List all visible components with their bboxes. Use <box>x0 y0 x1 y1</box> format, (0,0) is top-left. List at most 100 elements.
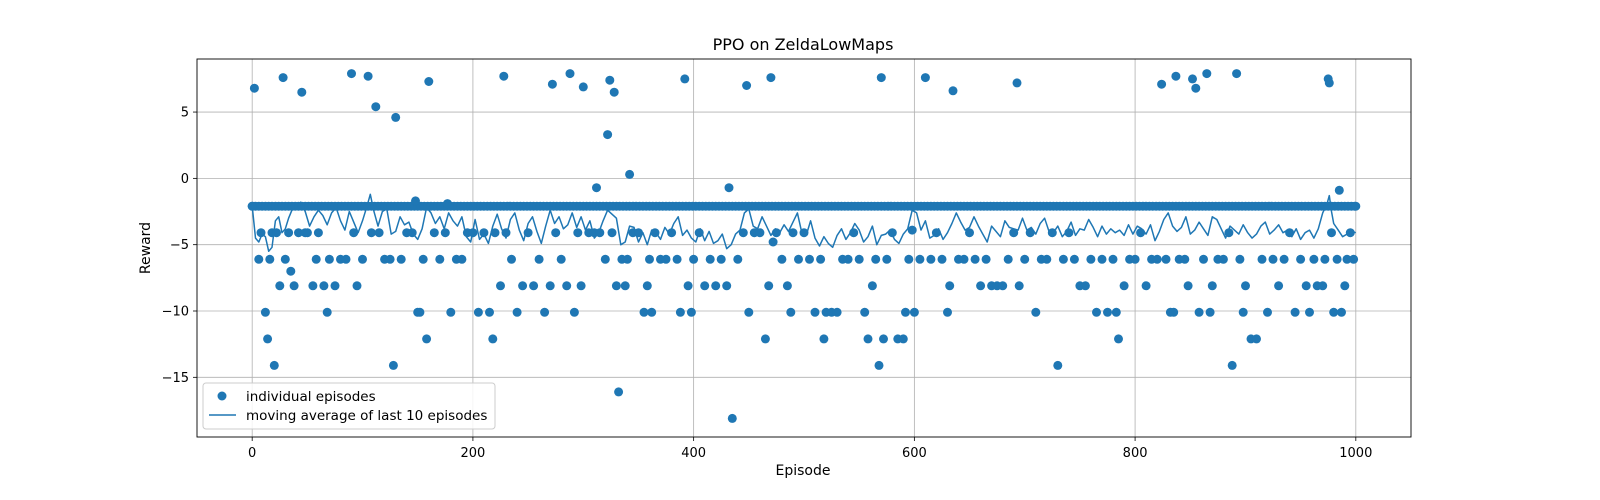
episode-point <box>435 254 445 264</box>
episode-point <box>308 281 318 291</box>
episode-point <box>680 74 690 84</box>
episode-point <box>782 281 792 291</box>
episode-point <box>349 228 359 238</box>
episode-point <box>764 281 774 291</box>
episode-point <box>592 183 601 193</box>
y-tick-label: 0 <box>181 172 189 187</box>
episode-point <box>1069 254 1079 264</box>
episode-point <box>689 254 699 264</box>
episode-point <box>860 307 870 317</box>
episode-point <box>1329 307 1339 317</box>
episode-point <box>473 307 483 317</box>
episode-point <box>667 228 677 238</box>
episode-point <box>411 196 420 206</box>
episode-point <box>280 254 290 264</box>
episode-point <box>1238 307 1248 317</box>
episode-point <box>1136 228 1146 238</box>
episode-point <box>1064 228 1074 238</box>
episode-point <box>284 228 294 238</box>
legend-label-episodes: individual episodes <box>246 389 376 405</box>
episode-point <box>876 73 886 83</box>
episode-point <box>501 228 511 238</box>
episode-point <box>523 228 533 238</box>
episode-point <box>545 281 555 291</box>
episode-point <box>278 73 288 83</box>
legend: individual episodes moving average of la… <box>202 382 496 430</box>
episode-point <box>1241 281 1250 291</box>
episode-point <box>1191 83 1201 93</box>
episode-point <box>275 281 285 291</box>
episode-point <box>611 281 621 291</box>
episode-point <box>768 237 778 247</box>
episode-point <box>1309 254 1319 264</box>
episode-point <box>1194 307 1204 317</box>
episode-point <box>1171 71 1181 81</box>
scatter-points-layer <box>247 69 1361 423</box>
x-tick-label: 400 <box>681 446 706 461</box>
episode-point <box>1207 281 1217 291</box>
episode-point <box>1202 69 1212 79</box>
episode-point <box>622 254 632 264</box>
episode-point <box>1227 360 1237 370</box>
episode-point <box>1003 254 1013 264</box>
episode-point <box>661 254 671 264</box>
episode-point <box>1111 307 1121 317</box>
episode-point <box>786 307 796 317</box>
episode-point <box>363 71 373 81</box>
episode-point <box>794 254 803 264</box>
episode-point <box>625 169 635 179</box>
episode-point <box>1290 307 1300 317</box>
episode-point <box>260 307 270 317</box>
episode-point <box>605 75 615 85</box>
episode-point <box>443 199 452 209</box>
episode-point <box>457 254 467 264</box>
episode-point <box>733 254 743 264</box>
episode-point <box>614 387 624 397</box>
episode-point <box>1114 334 1123 344</box>
episode-point <box>1252 334 1261 344</box>
episode-point <box>424 77 434 86</box>
episode-point <box>760 334 770 344</box>
episode-point <box>675 307 685 317</box>
episode-point <box>1092 307 1101 317</box>
legend-box <box>202 382 496 430</box>
y-tick-label: 5 <box>181 106 189 121</box>
moving-average-line <box>251 193 1357 253</box>
episode-point <box>898 334 908 344</box>
episode-point <box>1180 254 1190 264</box>
episode-point <box>1119 281 1129 291</box>
episode-point <box>727 413 737 423</box>
y-tick-label: −5 <box>170 238 189 253</box>
episode-point <box>289 281 299 291</box>
episode-point <box>771 228 781 238</box>
episode-point <box>647 307 657 317</box>
episode-point <box>479 228 489 238</box>
episode-point <box>1161 254 1171 264</box>
episode-point <box>686 307 696 317</box>
episode-point <box>700 281 710 291</box>
episode-point <box>272 228 281 238</box>
episode-point <box>1345 228 1355 238</box>
episode-point <box>1257 254 1267 264</box>
plot-frame <box>196 58 1412 438</box>
episode-point <box>1141 281 1151 291</box>
episode-point <box>249 83 259 93</box>
episode-point <box>642 281 652 291</box>
episode-point <box>650 228 660 238</box>
episode-point <box>970 254 980 264</box>
episode-point <box>788 228 798 238</box>
episode-point <box>1285 228 1295 238</box>
episode-point <box>904 254 914 264</box>
episode-point <box>722 281 732 291</box>
episode-point <box>920 73 930 83</box>
episode-point <box>391 112 401 122</box>
episode-point <box>1152 254 1162 264</box>
episode-point <box>324 254 334 264</box>
episode-point <box>512 307 522 317</box>
episode-point <box>573 228 583 238</box>
episode-point <box>269 360 279 370</box>
episode-point <box>418 254 428 264</box>
episode-point <box>440 228 450 238</box>
x-tick-label: 200 <box>460 446 485 461</box>
episode-point <box>1263 307 1272 317</box>
